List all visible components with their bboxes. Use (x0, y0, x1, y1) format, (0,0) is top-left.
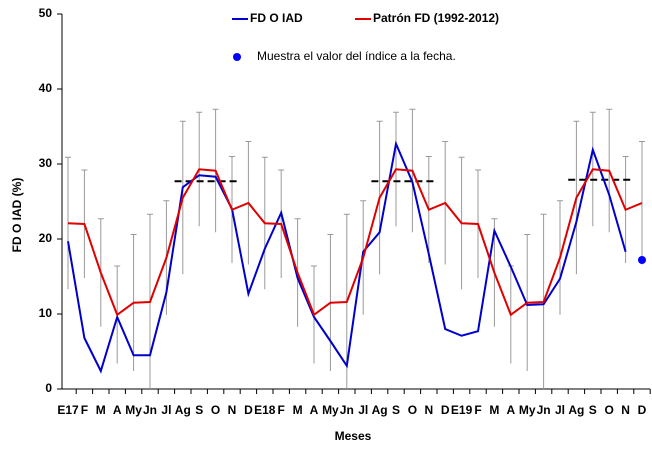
x-tick-label: E17 (57, 403, 79, 417)
x-tick-label: F (474, 403, 481, 417)
legend-label: Patrón FD (1992-2012) (373, 11, 499, 25)
legend-marker (233, 53, 241, 61)
y-tick-label: 0 (45, 381, 52, 395)
x-tick-label: My (322, 403, 339, 417)
x-tick-label: D (244, 403, 253, 417)
x-tick-label: N (621, 403, 630, 417)
x-tick-label: O (408, 403, 417, 417)
x-tick-label: S (392, 403, 400, 417)
x-tick-label: Jl (555, 403, 565, 417)
x-tick-label: O (605, 403, 614, 417)
y-tick-label: 10 (39, 306, 53, 320)
x-tick-label: Ag (372, 403, 388, 417)
current-point (638, 256, 646, 264)
y-tick-label: 30 (39, 156, 53, 170)
x-tick-label: A (506, 403, 515, 417)
x-tick-label: E19 (451, 403, 473, 417)
x-tick-label: N (228, 403, 237, 417)
y-tick-label: 50 (39, 6, 53, 20)
x-tick-label: M (489, 403, 499, 417)
x-tick-label: F (278, 403, 285, 417)
y-axis-label: FD O IAD (%) (10, 178, 24, 253)
series-line (67, 140, 627, 374)
x-tick-label: A (113, 403, 122, 417)
series-line (67, 168, 643, 317)
x-tick-label: My (125, 403, 142, 417)
x-axis-label: Meses (335, 429, 372, 443)
x-tick-label: S (589, 403, 597, 417)
x-tick-label: A (310, 403, 319, 417)
x-tick-label: M (293, 403, 303, 417)
x-tick-label: Ag (175, 403, 191, 417)
x-tick-label: E18 (254, 403, 276, 417)
legend-label: Muestra el valor del índice a la fecha. (257, 49, 456, 63)
y-tick-label: 40 (39, 81, 53, 95)
x-tick-label: Jl (358, 403, 368, 417)
x-tick-label: M (96, 403, 106, 417)
x-tick-label: Jn (537, 403, 551, 417)
x-tick-label: Jl (161, 403, 171, 417)
x-tick-label: F (81, 403, 88, 417)
x-tick-label: Jn (143, 403, 157, 417)
y-tick-label: 20 (39, 231, 53, 245)
legend-label: FD O IAD (250, 11, 303, 25)
x-tick-label: D (441, 403, 450, 417)
x-tick-label: Ag (568, 403, 584, 417)
x-tick-label: My (519, 403, 536, 417)
x-tick-label: Jn (340, 403, 354, 417)
x-tick-label: D (638, 403, 647, 417)
x-tick-label: O (211, 403, 220, 417)
x-tick-label: N (424, 403, 433, 417)
x-tick-label: S (195, 403, 203, 417)
